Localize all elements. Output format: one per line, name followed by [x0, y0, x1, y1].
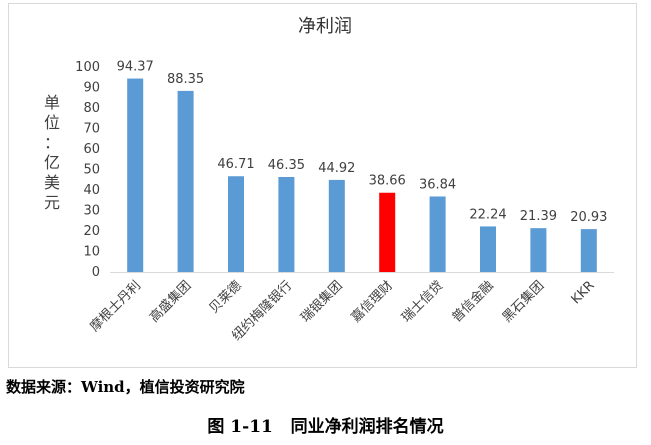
x-tick-label: 瑞士信贷	[399, 278, 446, 325]
data-label: 21.39	[520, 209, 557, 224]
chart-frame	[8, 3, 637, 368]
bar-7	[429, 196, 446, 272]
bar-1	[127, 78, 144, 272]
bar-6	[379, 192, 396, 272]
y-axis-label: 单位：亿美元	[44, 93, 60, 212]
y-tick-label: 20	[83, 224, 100, 239]
bar-9	[530, 228, 547, 272]
y-tick-label: 10	[83, 245, 100, 260]
figure-caption: 图 1-11 同业净利润排名情况	[207, 417, 444, 437]
bar-2	[177, 90, 194, 272]
data-label: 46.71	[217, 157, 254, 172]
chart-title: 净利润	[298, 16, 352, 37]
data-label: 88.35	[167, 72, 204, 87]
y-tick-label: 70	[83, 122, 100, 137]
bar-4	[278, 176, 295, 272]
y-tick-label: 40	[83, 183, 100, 198]
data-label: 94.37	[117, 60, 154, 75]
y-tick-label: 50	[83, 163, 100, 178]
x-tick-label: 普信金融	[449, 278, 497, 326]
bar-3	[228, 176, 244, 272]
data-label: 46.35	[268, 158, 305, 173]
x-tick-label: 黑石集团	[499, 278, 547, 326]
data-label: 44.92	[318, 161, 355, 176]
y-tick-label: 0	[92, 265, 100, 280]
data-label: 36.84	[419, 177, 456, 192]
bar-8	[480, 226, 496, 272]
data-label: 20.93	[570, 210, 607, 225]
x-tick-label: KKR	[569, 278, 598, 307]
x-tick-label: 贝莱德	[207, 278, 245, 316]
data-source-note: 数据来源：Wind，植信投资研究院	[6, 378, 245, 396]
bar-10	[580, 229, 597, 272]
x-tick-label: 嘉信理财	[349, 278, 396, 325]
y-tick-label: 30	[83, 204, 100, 219]
data-label: 22.24	[469, 207, 506, 222]
y-tick-label: 90	[83, 81, 100, 96]
data-label: 38.66	[369, 174, 406, 189]
y-tick-label: 80	[83, 101, 100, 116]
y-tick-label: 100	[75, 60, 100, 75]
x-tick-label: 瑞银集团	[298, 278, 346, 326]
y-tick-label: 60	[83, 142, 100, 157]
x-tick-label: 摩根士丹利	[87, 278, 144, 335]
x-tick-label: 高盛集团	[146, 278, 194, 326]
bar-5	[328, 179, 345, 272]
